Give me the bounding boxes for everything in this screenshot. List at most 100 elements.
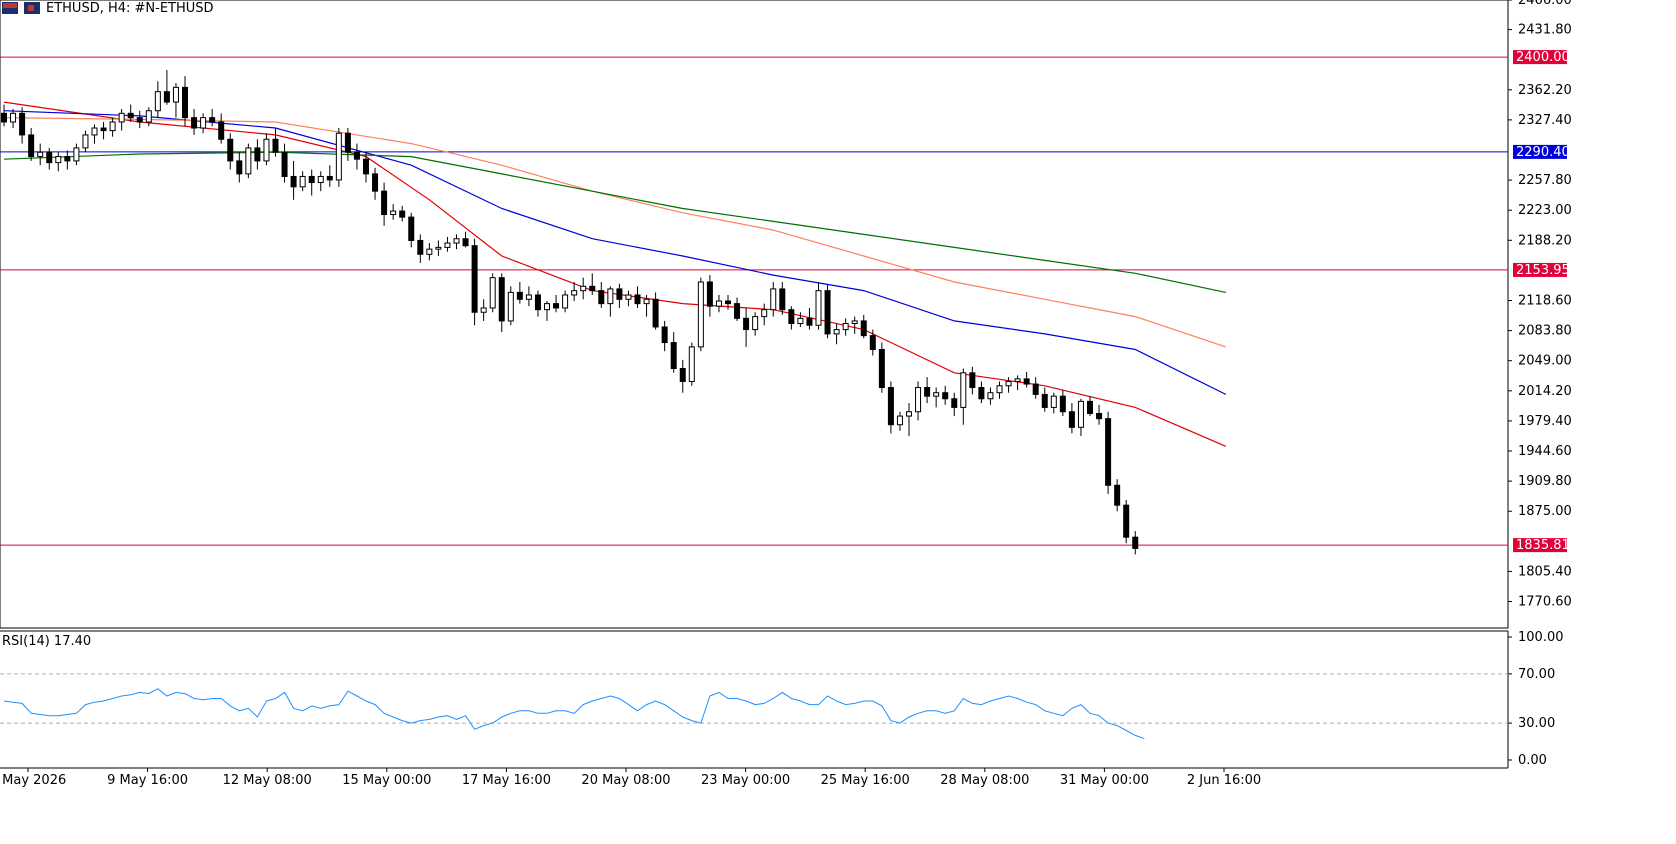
- price-tick-label: 1875.00: [1518, 504, 1572, 519]
- price-tick-label: 2327.40: [1518, 113, 1572, 128]
- candle-body: [516, 291, 523, 300]
- candle-body: [489, 277, 496, 309]
- time-tick-label: 28 May 08:00: [940, 773, 1029, 788]
- candle-body: [46, 151, 53, 164]
- rsi-label: RSI(14) 17.40: [2, 634, 91, 649]
- candle-body: [182, 86, 188, 119]
- candle-body: [562, 294, 569, 309]
- candle-body: [625, 294, 632, 300]
- candle-body: [1114, 484, 1121, 506]
- candle-body: [363, 158, 369, 175]
- candle-body: [200, 117, 207, 129]
- candle-body: [933, 392, 940, 397]
- candle-body: [643, 298, 650, 305]
- price-tick-label: 1944.60: [1518, 444, 1572, 459]
- candle-body: [435, 246, 442, 250]
- candle-body: [1023, 378, 1030, 385]
- candle-body: [887, 387, 894, 426]
- price-level-label: 2290.40: [1516, 145, 1570, 160]
- candle-body: [109, 121, 116, 132]
- candle-body: [715, 300, 722, 307]
- price-tick-label: 2118.60: [1518, 294, 1572, 309]
- price-tick-label: 1805.40: [1518, 564, 1572, 579]
- symbol-flag-icon: [24, 2, 40, 14]
- price-level-label: 2400.00: [1516, 50, 1570, 65]
- candle-body: [426, 248, 433, 255]
- candle-body: [209, 117, 216, 123]
- symbol-title: ETHUSD, H4: #N-ETHUSD: [46, 0, 214, 16]
- candle-body: [163, 91, 170, 103]
- price-tick-label: 2083.80: [1518, 324, 1572, 339]
- candle-body: [788, 309, 795, 325]
- candle-body: [335, 132, 342, 181]
- candle-body: [960, 372, 967, 408]
- candle-body: [589, 285, 596, 292]
- candles-group: [1, 70, 1139, 555]
- price-level-tag: [1513, 538, 1567, 553]
- candle-body: [263, 138, 270, 162]
- candle-body: [580, 285, 587, 292]
- candle-body: [1132, 536, 1139, 549]
- price-level-tag: [1513, 262, 1567, 277]
- candle-body: [779, 288, 786, 311]
- moving-average-line: [3, 110, 1227, 395]
- main-plot-frame: [0, 0, 1509, 629]
- candle-body: [37, 151, 44, 158]
- candle-body: [82, 134, 89, 149]
- candle-body: [1, 112, 7, 123]
- price-tick-label: 1979.40: [1518, 414, 1572, 429]
- candle-body: [317, 175, 324, 184]
- candle-body: [73, 147, 80, 162]
- candle-body: [706, 281, 713, 307]
- candle-body: [833, 329, 840, 335]
- candle-body: [245, 147, 252, 175]
- time-tick-label: 12 May 08:00: [223, 773, 312, 788]
- candle-body: [661, 326, 668, 344]
- candle-body: [127, 112, 134, 119]
- price-tick-label: 2466.00: [1518, 0, 1572, 8]
- price-tick-label: 1909.80: [1518, 474, 1572, 489]
- candle-body: [725, 300, 731, 305]
- candle-body: [761, 309, 768, 318]
- candle-body: [752, 316, 759, 331]
- candle-body: [1014, 378, 1021, 382]
- candle-body: [353, 151, 360, 160]
- candle-body: [28, 134, 35, 158]
- candle-body: [734, 303, 741, 319]
- candle-body: [462, 238, 469, 247]
- candle-body: [553, 303, 560, 309]
- rsi-tick-label: 70.00: [1518, 667, 1555, 682]
- time-tick-label: 20 May 08:00: [581, 773, 670, 788]
- candle-body: [453, 238, 460, 244]
- time-tick-label: 7 May 2026: [0, 773, 66, 788]
- candle-body: [172, 86, 179, 103]
- candle-body: [824, 290, 831, 335]
- price-tick-label: 2188.20: [1518, 233, 1572, 248]
- candle-body: [806, 317, 813, 326]
- candle-body: [1059, 395, 1066, 413]
- price-tick-label: 2431.80: [1518, 23, 1572, 38]
- time-tick-label: 2 Jun 16:00: [1187, 773, 1261, 788]
- rsi-line: [3, 688, 1145, 740]
- candle-body: [1123, 504, 1130, 538]
- time-tick-label: 25 May 16:00: [821, 773, 910, 788]
- candle-body: [381, 190, 388, 216]
- candle-body: [842, 323, 849, 331]
- symbol-header: ETHUSD, H4: #N-ETHUSD: [2, 0, 214, 16]
- candle-body: [851, 320, 858, 325]
- candle-body: [525, 294, 532, 300]
- candle-body: [290, 175, 297, 188]
- candle-body: [100, 127, 107, 132]
- candle-body: [869, 335, 876, 350]
- candle-body: [688, 346, 695, 382]
- candle-body: [444, 242, 451, 248]
- candle-body: [906, 411, 912, 417]
- candle-body: [344, 132, 351, 153]
- candle-body: [19, 112, 26, 136]
- candle-body: [652, 298, 659, 328]
- candle-body: [860, 320, 867, 337]
- candle-body: [1032, 383, 1039, 395]
- candle-body: [924, 387, 931, 397]
- candle-body: [91, 127, 98, 136]
